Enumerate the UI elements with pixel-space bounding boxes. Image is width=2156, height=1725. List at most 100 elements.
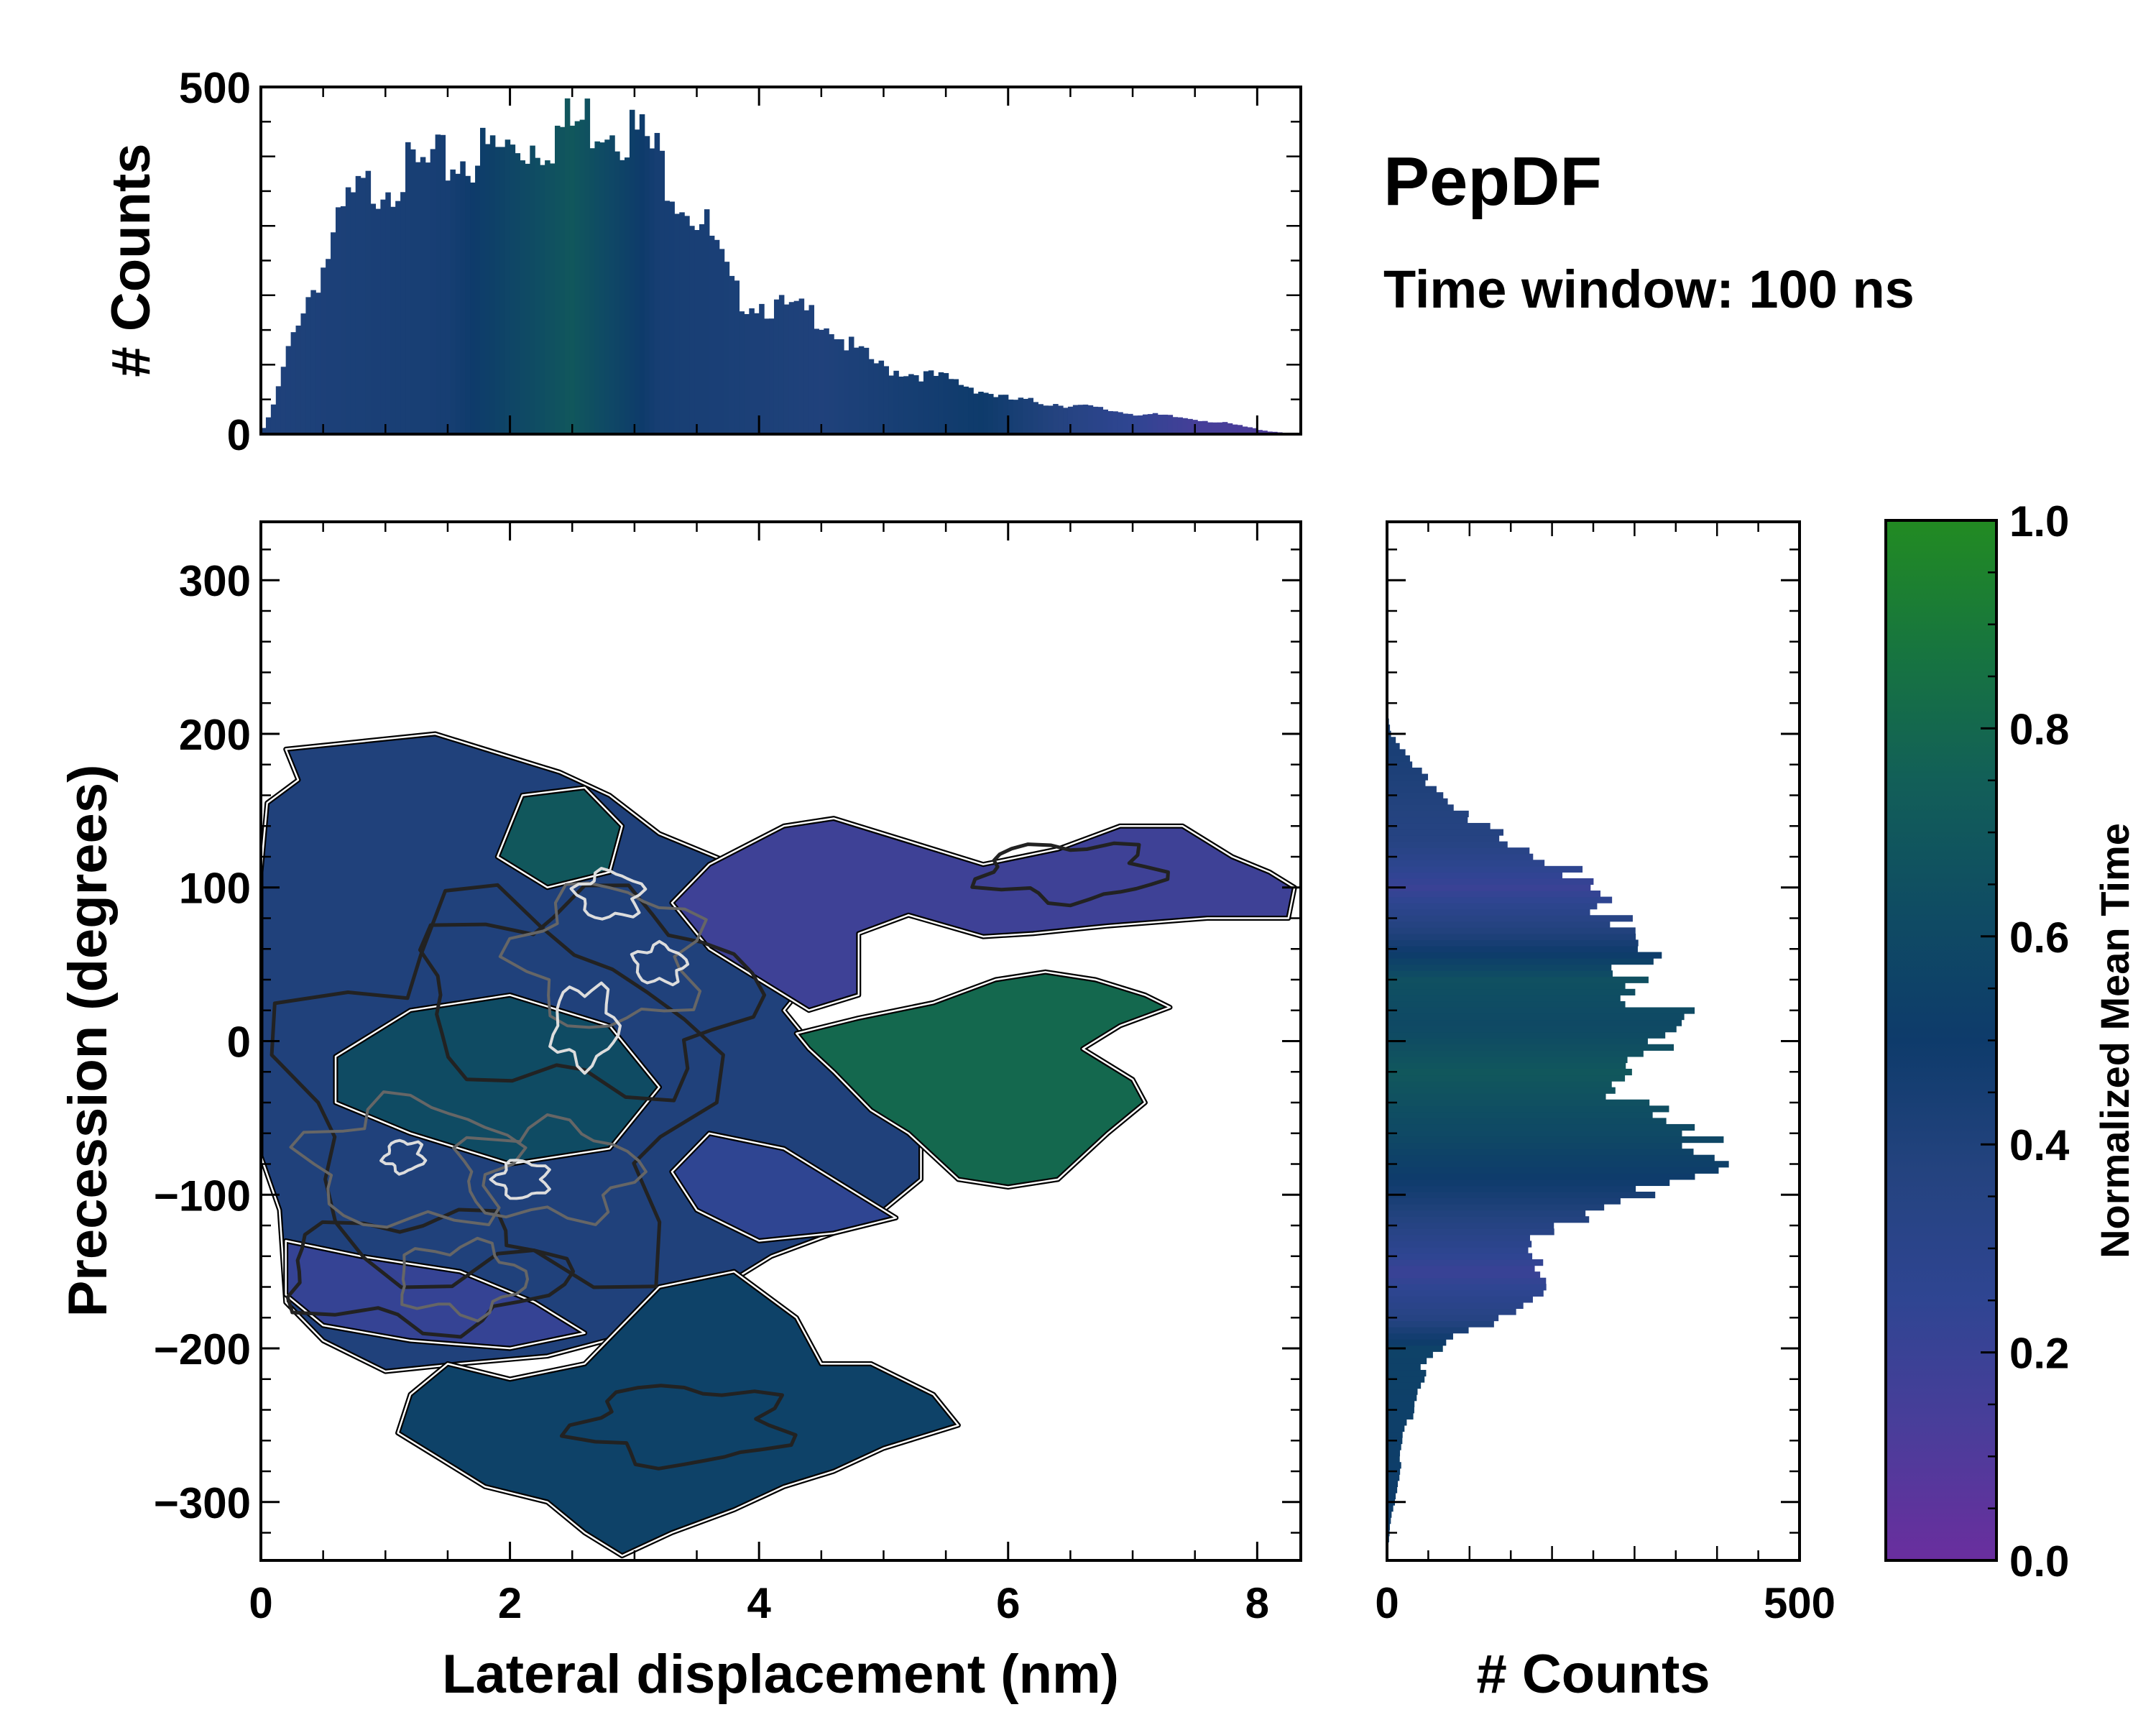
top-histogram-bar	[1048, 405, 1054, 434]
top-histogram-bar	[430, 149, 436, 435]
top-histogram-bar	[814, 328, 819, 434]
top-histogram-bar	[400, 192, 406, 434]
right-histogram-bar	[1387, 1357, 1427, 1364]
top-histogram-bar	[649, 148, 655, 435]
top-histogram-bar	[948, 379, 954, 434]
top-histogram-bar	[1058, 405, 1064, 434]
top-histogram-bar	[321, 267, 326, 434]
heatmap-xlabel: Lateral displacement (nm)	[442, 1644, 1119, 1705]
right-histogram-bar	[1387, 853, 1534, 860]
top-histogram-bar	[709, 235, 715, 434]
top-histogram-bar	[1152, 413, 1158, 434]
right-histogram-bar	[1387, 1081, 1612, 1088]
top-histogram-bar	[569, 125, 576, 434]
right-histogram-bar	[1387, 829, 1503, 836]
right-histogram-xlabel: # Counts	[1476, 1644, 1710, 1705]
top-histogram-bar	[564, 98, 571, 434]
top-histogram-bar	[540, 165, 545, 434]
x-tick-label: 0	[249, 1579, 272, 1627]
contour-mid	[452, 1113, 648, 1226]
right-x-tick-label: 500	[1764, 1579, 1835, 1627]
x-tick-label: 4	[747, 1579, 771, 1627]
top-histogram-bar	[749, 308, 755, 434]
right-histogram-bar	[1387, 1216, 1590, 1223]
top-histogram-bar	[1182, 418, 1188, 434]
right-histogram-bar	[1387, 1443, 1401, 1450]
top-histogram-bar	[450, 169, 456, 435]
top-histogram-bar	[684, 216, 690, 434]
top-histogram-bar	[778, 295, 785, 434]
x-tick-label: 8	[1245, 1579, 1269, 1627]
top-histogram-bar	[550, 163, 556, 434]
right-histogram-bar	[1387, 964, 1612, 971]
top-histogram-bar	[1107, 410, 1113, 434]
top-histogram-bar	[559, 126, 566, 434]
top-histogram-bar	[275, 386, 282, 434]
right-histogram-bar	[1387, 1136, 1724, 1144]
region-outline-core-lower-purple	[285, 1240, 586, 1350]
right-histogram-bar	[1387, 1486, 1398, 1494]
top-histogram-bar	[1262, 431, 1268, 434]
top-histogram-bar	[425, 162, 431, 435]
top-histogram-bar	[355, 175, 361, 434]
top-histogram-bar	[783, 304, 790, 434]
top-histogram-bar	[270, 404, 277, 434]
right-histogram-bar	[1387, 933, 1636, 941]
contour-mid	[498, 881, 708, 1029]
main-heatmap-panel: 0 2 4 6 8 −300 −200 −100 0 100 200 300 Lateral disp…	[57, 520, 1302, 1705]
colorbar-tick-label: 0.0	[2009, 1537, 2069, 1586]
top-histogram-bar	[489, 135, 496, 435]
right-histogram-bar	[1387, 1105, 1669, 1113]
right-histogram-bar	[1387, 847, 1530, 855]
top-histogram-bar	[729, 275, 735, 434]
right-histogram-bar	[1387, 1277, 1547, 1284]
right-histogram-bar	[1387, 896, 1613, 903]
right-histogram-bar	[1387, 1210, 1586, 1217]
top-histogram-bar	[455, 173, 461, 434]
right-histogram-bar	[1387, 1425, 1405, 1432]
top-histogram-bar	[1157, 414, 1164, 434]
top-histogram-bar	[918, 381, 924, 434]
top-histogram-bar	[530, 145, 535, 434]
right-histogram-bar	[1387, 810, 1469, 818]
y-tick-label: −100	[154, 1172, 251, 1220]
right-histogram-bar	[1387, 1179, 1670, 1187]
right-histogram-bar	[1387, 1173, 1695, 1180]
right-histogram-bar	[1387, 1450, 1401, 1457]
top-histogram-bar	[992, 397, 999, 434]
top-histogram-bar	[440, 134, 446, 435]
top-histogram-bar	[674, 213, 680, 434]
top-histogram-bar	[1008, 399, 1014, 434]
top-histogram-bar	[1067, 406, 1074, 434]
top-histogram-bar	[664, 201, 670, 434]
right-histogram-bar	[1387, 1271, 1541, 1279]
top-histogram-bar	[365, 170, 372, 434]
heatmap-ylabel: Precession (degrees)	[57, 765, 119, 1317]
top-histogram-panel: 0 500 # Counts	[101, 64, 1303, 459]
right-histogram-bar	[1387, 970, 1613, 978]
top-histogram-bar	[335, 207, 341, 434]
top-histogram-bar	[868, 359, 875, 434]
top-histogram-bar	[315, 293, 321, 434]
top-histogram-bar	[983, 392, 989, 434]
y-tick-label: 0	[227, 1018, 251, 1067]
top-histogram-bar	[903, 376, 909, 434]
top-histogram-bar	[659, 150, 665, 435]
top-histogram-bar	[1082, 404, 1089, 434]
top-histogram-bar	[1123, 413, 1128, 434]
top-histogram-bar	[744, 313, 750, 434]
colorbar-ticks: 0.0 0.2 0.4 0.6 0.8 1.0	[1981, 497, 2070, 1586]
right-histogram-bar	[1387, 1369, 1427, 1377]
top-histogram-bar	[888, 375, 894, 434]
right-histogram-bar	[1387, 1026, 1677, 1033]
right-histogram-bar	[1387, 1031, 1666, 1039]
right-histogram-bar	[1387, 1087, 1616, 1094]
right-histogram-bar	[1387, 1296, 1533, 1303]
right-histogram-bar	[1387, 1412, 1414, 1420]
top-histogram-bars	[261, 98, 1303, 435]
top-histogram-bar	[1133, 415, 1138, 434]
top-histogram-bar	[360, 178, 367, 434]
right-histogram-bar	[1387, 816, 1468, 824]
y-tick-label: −200	[154, 1325, 251, 1374]
right-histogram-bar	[1387, 1333, 1453, 1340]
